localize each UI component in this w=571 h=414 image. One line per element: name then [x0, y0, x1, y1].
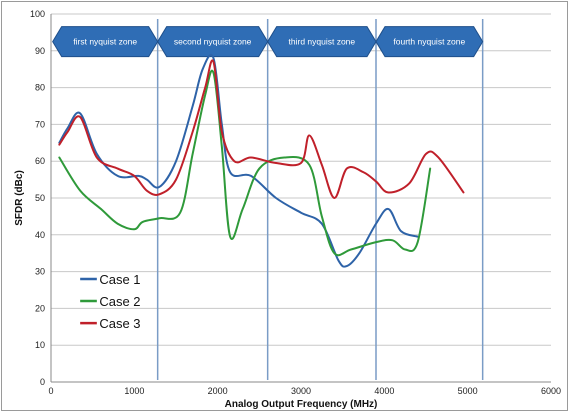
y-tick-label: 20: [35, 303, 45, 313]
zone-label: fourth nyquist zone: [393, 37, 465, 47]
y-axis-title: SFDR (dBc): [14, 170, 25, 226]
series-lines: [58, 53, 465, 268]
y-tick-label: 90: [35, 46, 45, 56]
zone-label: second nyquist zone: [174, 37, 252, 47]
y-tick-label: 50: [35, 193, 45, 203]
legend: Case 1 Case 2 Case 3: [80, 272, 141, 331]
legend-label: Case 3: [99, 316, 140, 331]
zone-label: first nyquist zone: [73, 37, 137, 47]
x-tick-label: 2000: [208, 386, 228, 396]
x-tick-label: 1000: [124, 386, 144, 396]
legend-label: Case 1: [99, 272, 140, 287]
series-line-case-1: [58, 53, 419, 268]
series-line-case-2: [58, 69, 432, 257]
y-tick-label: 100: [30, 9, 45, 19]
y-tick-label: 0: [40, 377, 45, 387]
y-tick-label: 40: [35, 230, 45, 240]
zone-arrow: [375, 26, 484, 58]
axes: [50, 14, 551, 383]
y-tick-label: 30: [35, 267, 45, 277]
y-tick-label: 10: [35, 340, 45, 350]
x-tick-label: 4000: [374, 386, 394, 396]
x-tick-label: 5000: [458, 386, 478, 396]
y-tick-label: 80: [35, 83, 45, 93]
x-axis-title: Analog Output Frequency (MHz): [225, 399, 378, 410]
legend-label: Case 2: [99, 294, 140, 309]
y-tick-label: 60: [35, 156, 45, 166]
x-tick-label: 6000: [541, 386, 561, 396]
series-line-case-3: [58, 59, 465, 200]
x-tick-labels: 0 1000 2000 3000 4000 5000 6000: [48, 386, 561, 396]
x-tick-label: 0: [48, 386, 53, 396]
zone-label: third nyquist zone: [289, 37, 356, 47]
x-tick-label: 3000: [291, 386, 311, 396]
zone-boundary-lines: [156, 19, 484, 380]
y-tick-label: 70: [35, 119, 45, 129]
nyquist-zone-arrows: first nyquist zone second nyquist zone thi…: [52, 26, 484, 58]
y-tick-labels: 0 10 20 30 40 50 60 70 80 90 100: [30, 9, 45, 387]
